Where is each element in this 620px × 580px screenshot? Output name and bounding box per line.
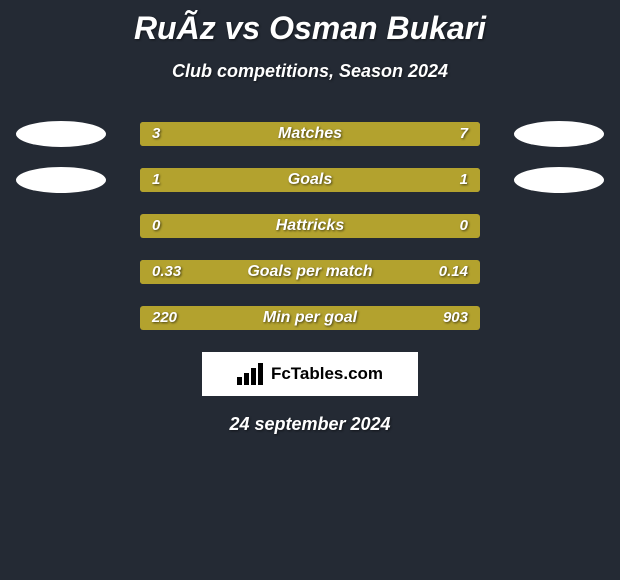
logo-box: FcTables.com (202, 352, 418, 396)
date-text: 24 september 2024 (0, 414, 620, 435)
stat-name: Min per goal (140, 306, 480, 330)
stat-row: 11Goals (0, 168, 620, 194)
logo-text: FcTables.com (271, 364, 383, 384)
stat-row: 00Hattricks (0, 214, 620, 240)
stats-rows: 37Matches 11Goals 00Hattricks 0.330.14Goals… (0, 122, 620, 332)
logo-inner: FcTables.com (237, 363, 383, 385)
bars-icon (237, 363, 267, 385)
player-pill-right (514, 121, 604, 147)
stat-row: 0.330.14Goals per match (0, 260, 620, 286)
stat-name: Goals (140, 168, 480, 192)
comparison-infographic: RuÃ­z vs Osman Bukari Club competitions,… (0, 0, 620, 580)
page-title: RuÃ­z vs Osman Bukari (0, 0, 620, 47)
stat-row: 37Matches (0, 122, 620, 148)
stat-name: Goals per match (140, 260, 480, 284)
stat-name: Hattricks (140, 214, 480, 238)
player-pill-left (16, 167, 106, 193)
player-pill-left (16, 121, 106, 147)
player-pill-right (514, 167, 604, 193)
subtitle: Club competitions, Season 2024 (0, 61, 620, 82)
stat-name: Matches (140, 122, 480, 146)
stat-row: 220903Min per goal (0, 306, 620, 332)
